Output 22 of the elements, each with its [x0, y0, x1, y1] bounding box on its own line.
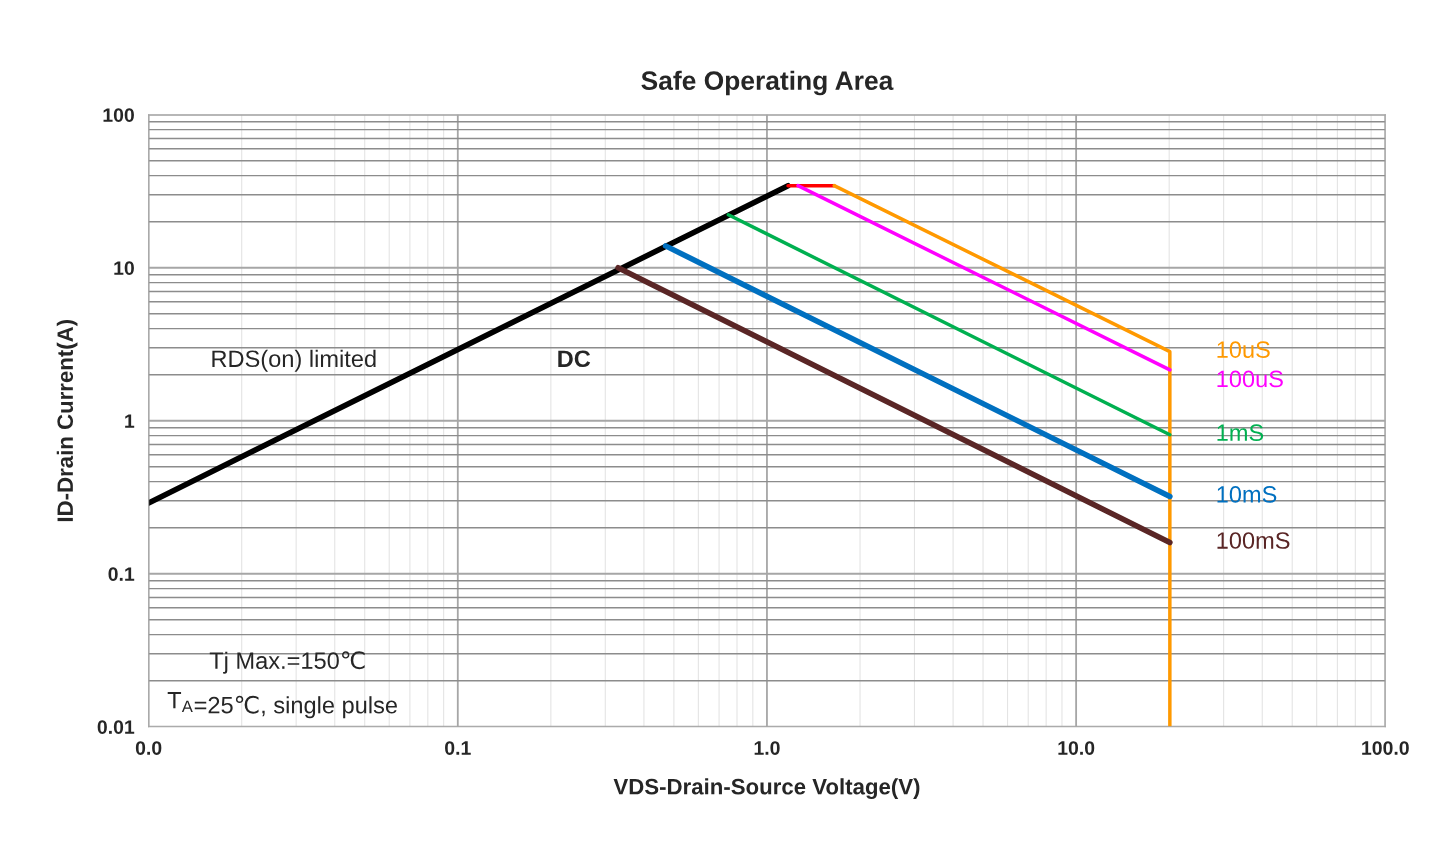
y-tick-label: 0.1 — [108, 567, 135, 581]
annotation: Tj Max.=150℃ — [209, 651, 365, 674]
x-tick-label: 0.0 — [135, 741, 162, 755]
text: 10uS — [1217, 341, 1270, 358]
x-axis-title: VDS-Drain-Source Voltage(V) — [613, 778, 920, 800]
chart-title: Safe Operating Area — [641, 70, 894, 96]
x-tick-label: 1.0 — [754, 741, 780, 755]
text: 100mS — [1217, 532, 1290, 549]
text: 100uS — [1217, 370, 1283, 388]
y-tick-label: 0.01 — [97, 720, 135, 734]
y-tick-label: 1 — [125, 414, 135, 428]
x-tick-label: 0.1 — [445, 741, 471, 755]
x-tick-label: 100.0 — [1362, 741, 1409, 755]
y-tick-label: 10 — [114, 261, 134, 275]
y-axis-title: ID-Drain Current(A) — [56, 320, 78, 522]
y-tick-label: 100 — [103, 108, 134, 122]
annotation: T$_{A}$=25℃, single pulse — [167, 692, 397, 719]
annotation: RDS(on) limited — [212, 349, 376, 372]
x-tick-label: 10.0 — [1058, 741, 1095, 755]
text: 1mS — [1217, 424, 1264, 442]
annotation: DC — [558, 350, 591, 368]
text: 10mS — [1217, 486, 1277, 503]
